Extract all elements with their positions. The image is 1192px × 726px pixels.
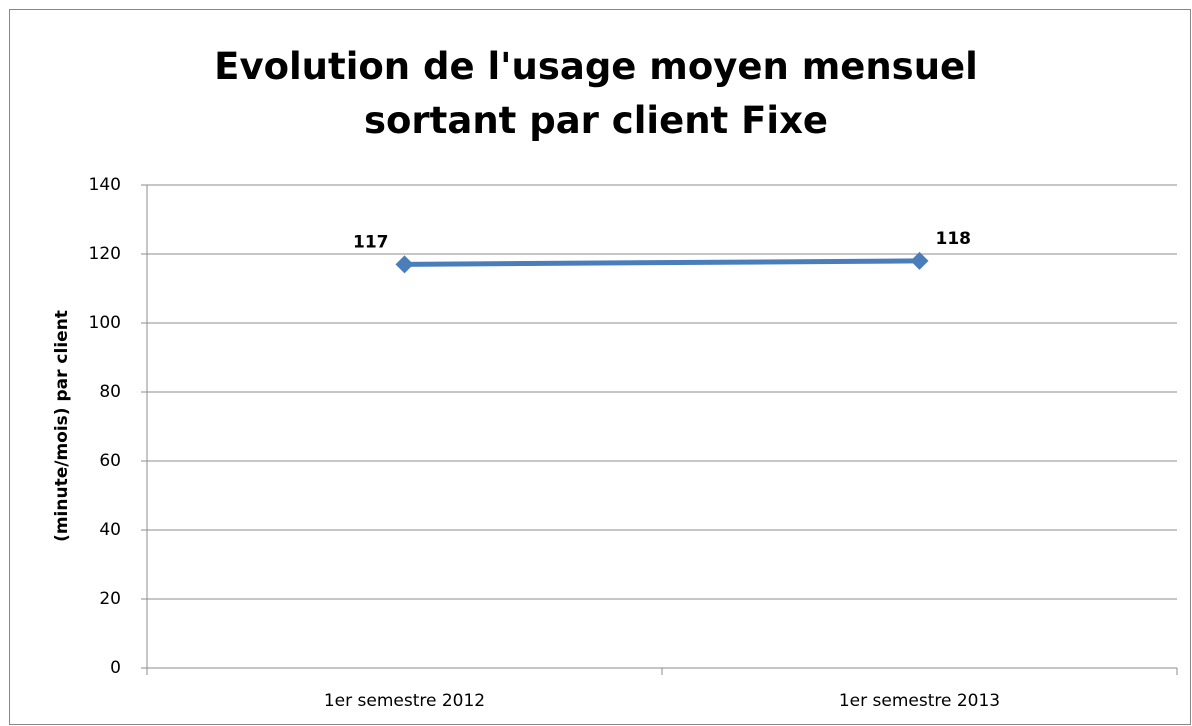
y-axis-label: (minute/mois) par client: [52, 310, 72, 542]
x-tick-label: 1er semestre 2013: [839, 691, 1000, 711]
line: [404, 258, 920, 267]
y-tick-label: 60: [99, 451, 121, 471]
marker: [395, 255, 414, 274]
chart-border: [9, 9, 1191, 725]
y-tick-label: 120: [89, 244, 121, 264]
y-tick-label: 40: [99, 520, 121, 540]
y-tick-label: 0: [110, 658, 121, 678]
x-tick-label: 1er semestre 2012: [324, 691, 485, 711]
y-tick-label: 140: [89, 175, 121, 195]
marker: [910, 251, 929, 270]
data-label: 117: [353, 232, 389, 252]
y-tick-label: 20: [99, 589, 121, 609]
chart-title: Evolution de l'usage moyen mensuel sorta…: [214, 45, 978, 142]
y-tick-label: 80: [99, 382, 121, 402]
data-label: 118: [936, 229, 972, 249]
y-tick-label: 100: [89, 313, 121, 333]
